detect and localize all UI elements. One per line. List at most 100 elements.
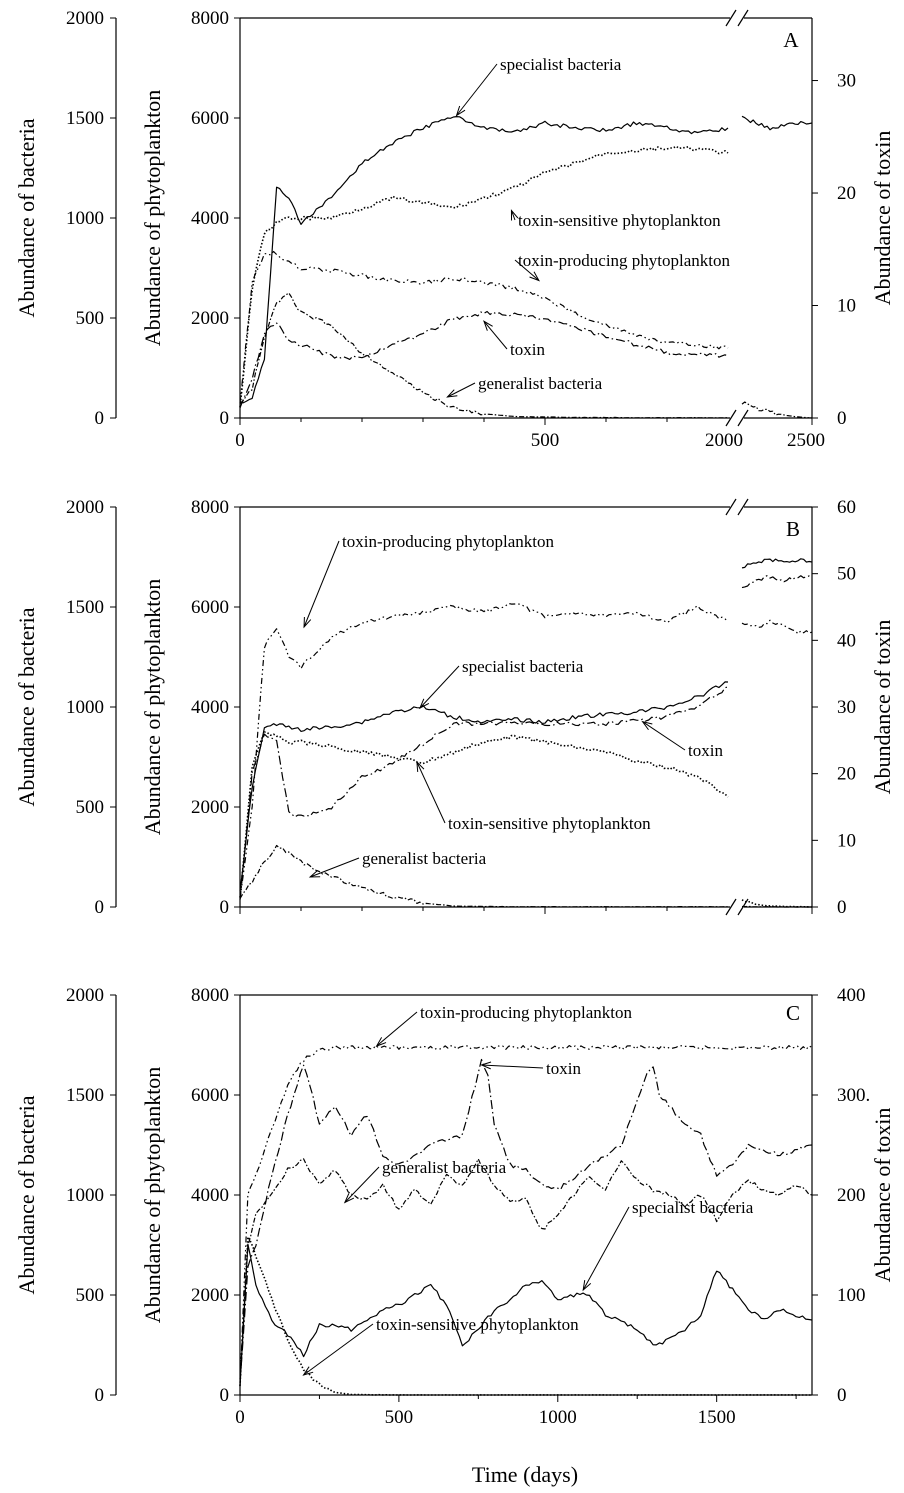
series-line-toxin-producing-phytoplankton [239, 1044, 813, 1387]
axis-break-mark [725, 898, 737, 916]
annotation-label: toxin [688, 741, 723, 760]
annotation-arrow [376, 1011, 418, 1047]
annotation-arrow [456, 63, 498, 116]
x-tick-label: 0 [235, 1407, 245, 1428]
annotation-arrowhead [375, 1037, 387, 1047]
annotation-label: toxin-sensitive phytoplankton [518, 211, 721, 230]
toxin-axis-title: Abundance of toxin [870, 131, 895, 306]
bacteria-tick-label: 0 [95, 1385, 105, 1406]
series-line-generalist-bacteria [741, 401, 813, 419]
annotation-arrow [483, 320, 508, 350]
annotation-label: toxin [546, 1059, 581, 1078]
toxin-tick-label: 0 [837, 408, 847, 429]
toxin-axis-title: Abundance of toxin [870, 620, 895, 795]
annotation-label: toxin-producing phytoplankton [518, 251, 731, 270]
annotation-label: specialist bacteria [500, 55, 622, 74]
annotation-arrowhead [641, 720, 653, 731]
series-line-specialist-bacteria [741, 115, 813, 131]
toxin-tick-label: 10 [837, 296, 856, 317]
annotation-label: toxin-producing phytoplankton [420, 1003, 633, 1022]
bacteria-tick-label: 2000 [66, 985, 104, 1006]
axis-break-mark [725, 9, 737, 27]
axis-break-mark [737, 9, 749, 27]
panel-letter: B [786, 517, 800, 541]
annotation-arrowhead [483, 320, 493, 331]
phytoplankton-tick-label: 0 [220, 897, 230, 918]
series-line-generalist-bacteria [239, 844, 729, 908]
annotation-arrowhead [302, 1366, 314, 1376]
annotation-arrow [416, 761, 446, 824]
x-axis-title: Time (days) [472, 1462, 578, 1487]
toxin-tick-label: 50 [837, 564, 856, 585]
annotation-label: generalist bacteria [478, 374, 603, 393]
annotation-arrowhead [303, 616, 312, 629]
toxin-tick-label: 200 [837, 1185, 866, 1206]
bacteria-tick-label: 0 [95, 897, 105, 918]
annotation-arrowhead [418, 698, 430, 710]
toxin-tick-label: 60 [837, 497, 856, 518]
bacteria-tick-label: 500 [76, 308, 105, 329]
series-line-toxin [239, 686, 729, 901]
annotation-arrowhead [582, 1280, 592, 1292]
x-tick-label: 1000 [539, 1407, 577, 1428]
x-tick-label: 500 [385, 1407, 414, 1428]
annotation-label: toxin-sensitive phytoplankton [376, 1315, 579, 1334]
toxin-tick-label: 10 [837, 830, 856, 851]
annotation-arrow [344, 1166, 380, 1203]
phytoplankton-tick-label: 6000 [191, 597, 229, 618]
toxin-tick-label: 0 [837, 1385, 847, 1406]
annotation-label: toxin-sensitive phytoplankton [448, 814, 651, 833]
x-tick-label: 500 [531, 430, 560, 451]
annotation-arrow [642, 721, 686, 751]
bacteria-axis-title: Abundance of bacteria [14, 607, 39, 806]
series-line-toxin [239, 1058, 813, 1384]
toxin-tick-label: 0 [837, 897, 847, 918]
toxin-tick-label: 30 [837, 71, 856, 92]
phytoplankton-tick-label: 2000 [191, 308, 229, 329]
toxin-tick-label: 20 [837, 183, 856, 204]
toxin-tick-label: 30 [837, 697, 856, 718]
bacteria-axis-title: Abundance of bacteria [14, 118, 39, 317]
annotation-arrowhead [480, 1061, 492, 1070]
series-line-toxin [239, 310, 729, 409]
series-line-toxin-sensitive-phytoplankton [741, 899, 812, 908]
bacteria-tick-label: 1000 [66, 697, 104, 718]
bacteria-tick-label: 1000 [66, 1185, 104, 1206]
phytoplankton-tick-label: 4000 [191, 1185, 229, 1206]
toxin-tick-label: 300. [837, 1085, 870, 1106]
series-line-toxin-sensitive-phytoplankton [239, 1236, 812, 1396]
annotation-arrowhead [455, 105, 466, 117]
phytoplankton-tick-label: 2000 [191, 1285, 229, 1306]
phytoplankton-axis-title: Abundance of phytoplankton [140, 1067, 165, 1324]
annotation-label: specialist bacteria [462, 657, 584, 676]
annotation-arrow [582, 1206, 630, 1291]
phytoplankton-tick-label: 8000 [191, 8, 229, 29]
bacteria-tick-label: 1500 [66, 108, 104, 129]
series-line-specialist-bacteria [239, 1243, 813, 1386]
bacteria-tick-label: 2000 [66, 8, 104, 29]
toxin-tick-label: 40 [837, 630, 856, 651]
phytoplankton-tick-label: 8000 [191, 985, 229, 1006]
annotation-arrow [419, 665, 460, 709]
annotation-arrow [303, 1323, 374, 1376]
toxin-tick-label: 400 [837, 985, 866, 1006]
annotation-label: toxin-producing phytoplankton [342, 532, 555, 551]
series-line-generalist-bacteria [741, 905, 812, 908]
phytoplankton-tick-label: 8000 [191, 497, 229, 518]
series-line-toxin-sensitive-phytoplankton [239, 731, 729, 898]
series-line-generalist-bacteria [239, 1158, 813, 1380]
axis-break-mark [725, 409, 737, 427]
series-line-toxin [741, 575, 813, 589]
annotation-arrow [303, 540, 340, 628]
bacteria-tick-label: 2000 [66, 497, 104, 518]
phytoplankton-tick-label: 0 [220, 1385, 230, 1406]
phytoplankton-tick-label: 6000 [191, 108, 229, 129]
bacteria-tick-label: 1000 [66, 208, 104, 229]
annotation-label: generalist bacteria [362, 849, 487, 868]
series-line-toxin-producing-phytoplankton [239, 602, 729, 899]
x-tick-label: 2000 [705, 430, 743, 451]
annotation-arrowhead [343, 1193, 355, 1204]
x-tick-label: 2500 [787, 430, 825, 451]
toxin-axis-title: Abundance of toxin [870, 1108, 895, 1283]
